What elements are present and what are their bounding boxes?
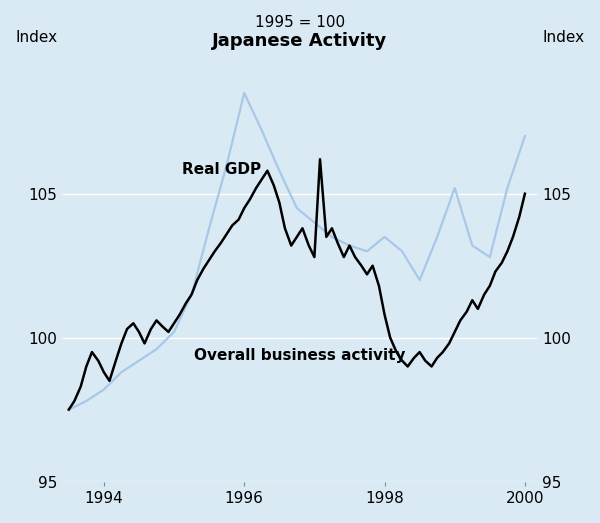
Text: 1995 = 100: 1995 = 100 <box>255 15 345 30</box>
Text: Overall business activity: Overall business activity <box>194 348 406 363</box>
Title: Japanese Activity: Japanese Activity <box>212 32 388 50</box>
Text: Index: Index <box>16 30 58 46</box>
Text: Real GDP: Real GDP <box>182 162 261 177</box>
Text: Index: Index <box>542 30 584 46</box>
